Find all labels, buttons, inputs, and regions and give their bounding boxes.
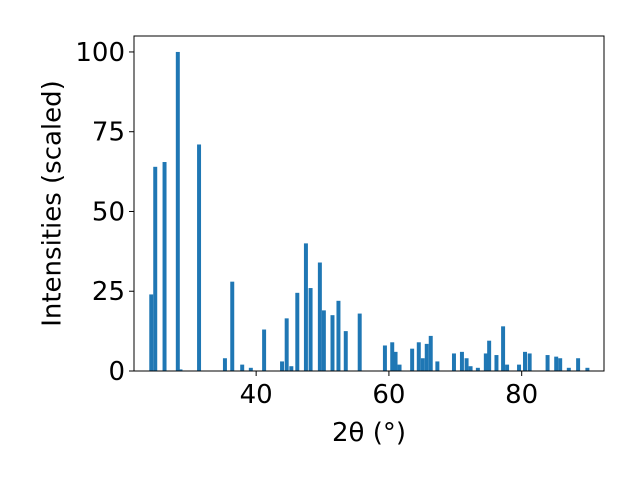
bar — [222, 358, 227, 371]
bar — [162, 162, 167, 371]
y-tick-label: 75 — [92, 118, 125, 148]
x-tick-label: 80 — [505, 380, 538, 410]
bar — [336, 300, 341, 371]
bar — [248, 367, 253, 371]
bar — [517, 364, 522, 371]
bar — [262, 329, 267, 371]
bar — [280, 361, 285, 371]
bar — [494, 355, 499, 371]
bar — [428, 335, 433, 371]
bar — [308, 288, 313, 371]
y-axis-label: Intensities (scaled) — [38, 80, 68, 327]
bar — [435, 361, 440, 371]
bar — [153, 166, 158, 371]
bar — [295, 292, 300, 371]
x-tick-label: 40 — [240, 380, 273, 410]
y-tick-label: 25 — [92, 277, 125, 307]
bar — [545, 355, 550, 371]
bar — [576, 358, 581, 371]
bar — [451, 353, 456, 371]
bar — [357, 313, 362, 371]
bar — [289, 366, 294, 371]
bar — [505, 364, 510, 371]
y-tick-label: 100 — [75, 38, 125, 68]
bar — [468, 366, 473, 371]
x-tick-label: 60 — [372, 380, 405, 410]
bar — [230, 281, 235, 371]
bar — [178, 369, 183, 371]
bar — [487, 340, 492, 371]
bar — [303, 243, 308, 371]
bar — [393, 351, 398, 371]
bar — [149, 294, 154, 371]
bar — [483, 353, 488, 371]
bar — [410, 348, 415, 371]
bar — [390, 342, 395, 371]
bar — [197, 144, 202, 371]
bar — [566, 367, 571, 371]
bar — [475, 367, 480, 371]
bar — [175, 51, 180, 371]
bar — [424, 343, 429, 371]
plot-frame — [133, 35, 605, 372]
bar — [343, 331, 348, 371]
bar — [523, 351, 527, 371]
bar — [585, 367, 590, 371]
bar — [527, 353, 532, 371]
bar — [416, 342, 421, 371]
bar — [464, 358, 469, 371]
bar — [558, 358, 563, 371]
bar — [330, 315, 335, 371]
bar — [554, 356, 559, 371]
x-axis-label: 2θ (°) — [332, 418, 406, 448]
bars-group — [149, 51, 590, 371]
bar — [321, 310, 326, 371]
y-axis-ticks: 0 25 50 75 100 — [75, 38, 134, 387]
y-tick-label: 50 — [92, 197, 125, 227]
y-tick-label: 0 — [108, 357, 125, 387]
bar — [420, 358, 425, 371]
bar — [284, 318, 289, 371]
bar — [317, 262, 322, 371]
x-axis-ticks: 40 60 80 — [240, 371, 538, 410]
bar — [501, 326, 506, 371]
bar — [382, 345, 387, 371]
bar — [397, 364, 402, 371]
bar — [240, 364, 245, 371]
bar — [459, 351, 464, 371]
